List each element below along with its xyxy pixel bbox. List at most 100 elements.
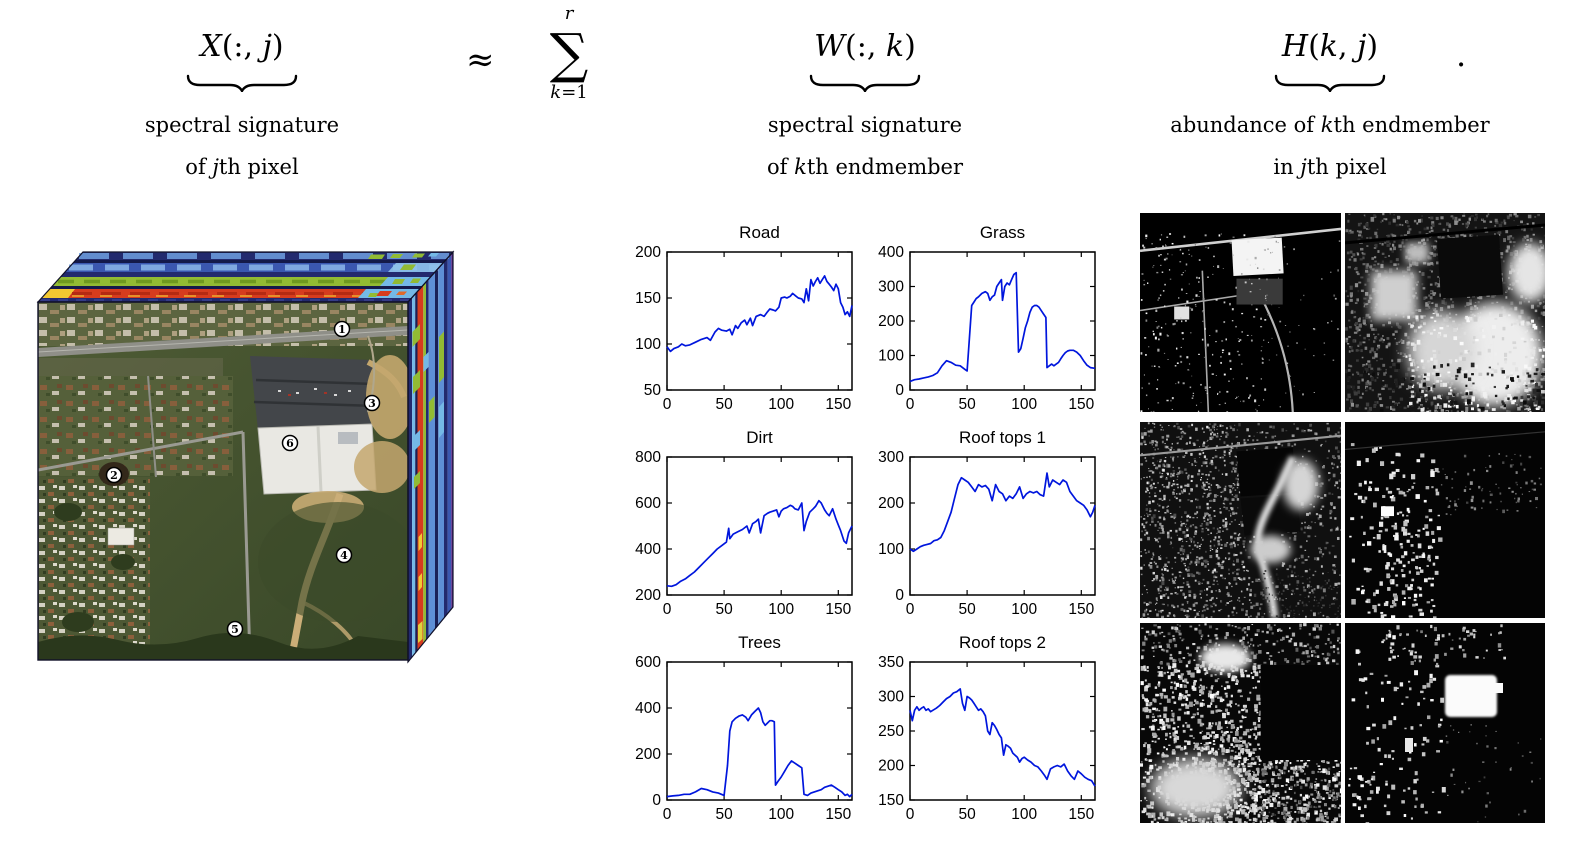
cube-side-face (408, 252, 453, 662)
svg-text:150: 150 (1068, 601, 1094, 618)
h-term-label-line1: abundance of kth endmember (1170, 112, 1490, 137)
abundance-map-roof-tops-2 (1345, 623, 1545, 823)
hyperspectral-cube: 1 2 3 4 5 6 (36, 250, 455, 664)
svg-text:150: 150 (878, 792, 904, 809)
svg-text:100: 100 (1011, 806, 1037, 823)
svg-text:350: 350 (878, 654, 904, 671)
svg-text:100: 100 (768, 396, 794, 413)
svg-text:Roof tops 1: Roof tops 1 (959, 428, 1046, 447)
svg-text:0: 0 (906, 396, 915, 413)
svg-text:250: 250 (878, 723, 904, 740)
svg-text:800: 800 (635, 449, 661, 466)
cube-marker-layer: 1 2 3 4 5 6 (105, 320, 381, 638)
svg-text:0: 0 (895, 382, 904, 399)
chart-dirt: 0 50 100 150 200 400 600 800 Dirt (620, 415, 865, 620)
hyperspectral-cube-panel: 1 2 3 4 5 6 (28, 237, 498, 681)
sum-lower-limit: k=1 (550, 82, 588, 103)
roof-tops-1-spectrum-chart: 0 50 100 150 0 100 200 300 Roof tops 1 (878, 428, 1096, 618)
svg-text:200: 200 (635, 244, 661, 261)
trees-spectrum-chart: 0 50 100 150 0 200 400 600 Trees (635, 633, 853, 823)
svg-text:100: 100 (768, 601, 794, 618)
underbrace-icon (1274, 74, 1386, 92)
w-term-block: W(:, k) spectral signature of kth endmem… (755, 29, 975, 179)
svg-text:50: 50 (715, 396, 733, 413)
svg-text:2: 2 (110, 469, 118, 482)
x-term: X(:, j) (200, 29, 284, 64)
svg-text:50: 50 (958, 396, 976, 413)
svg-text:150: 150 (825, 396, 851, 413)
svg-text:0: 0 (663, 396, 672, 413)
svg-text:100: 100 (878, 348, 904, 365)
svg-text:200: 200 (635, 587, 661, 604)
svg-text:150: 150 (635, 290, 661, 307)
svg-text:100: 100 (878, 541, 904, 558)
cube-front-face (38, 302, 408, 660)
svg-text:100: 100 (635, 336, 661, 353)
svg-text:200: 200 (635, 746, 661, 763)
abundance-map-road (1140, 213, 1341, 412)
approx-symbol: ≈ (466, 40, 495, 80)
summation-block: r ∑ k=1 (528, 3, 610, 104)
h-term-label-line2: in jth pixel (1273, 154, 1387, 179)
chart-roof-tops-2: 0 50 100 150 150 200 250 300 350 Roof tops 2 (863, 620, 1108, 825)
svg-text:100: 100 (1011, 396, 1037, 413)
chart-trees: 0 50 100 150 0 200 400 600 Trees (620, 620, 865, 825)
h-term: H(k, j) (1281, 29, 1379, 64)
h-term-block: H(k, j) abundance of kth endmember in jt… (1160, 29, 1500, 179)
abundance-map-trees (1140, 623, 1341, 823)
svg-text:Trees: Trees (738, 633, 781, 652)
w-term-label-line2: of kth endmember (766, 154, 964, 179)
x-term-label-line1: spectral signature (144, 112, 340, 137)
cube-marker-1: 1 (333, 320, 351, 338)
svg-text:300: 300 (878, 279, 904, 296)
svg-text:300: 300 (878, 449, 904, 466)
svg-text:0: 0 (895, 587, 904, 604)
svg-text:5: 5 (231, 623, 239, 636)
sigma-symbol: ∑ (549, 21, 589, 85)
svg-text:300: 300 (878, 689, 904, 706)
svg-text:150: 150 (1068, 396, 1094, 413)
svg-text:50: 50 (958, 601, 976, 618)
cube-top-face (38, 252, 454, 302)
svg-text:0: 0 (663, 806, 672, 823)
abundance-map-dirt (1140, 422, 1341, 618)
svg-text:400: 400 (635, 700, 661, 717)
w-term-label-line1: spectral signature (767, 112, 963, 137)
svg-text:200: 200 (878, 313, 904, 330)
equation-period: . (1456, 36, 1467, 74)
svg-text:50: 50 (958, 806, 976, 823)
svg-text:100: 100 (768, 806, 794, 823)
abundance-map-grass (1345, 213, 1545, 412)
x-term-block: X(:, j) spectral signature of jth pixel (142, 29, 342, 179)
svg-text:150: 150 (1068, 806, 1094, 823)
svg-text:Dirt: Dirt (746, 428, 773, 447)
svg-text:Grass: Grass (980, 223, 1025, 242)
parking-lot (250, 356, 380, 430)
chart-road: 0 50 100 150 50 100 150 200 Road (620, 210, 865, 415)
svg-text:4: 4 (340, 549, 348, 562)
underbrace-icon (186, 74, 298, 92)
svg-text:150: 150 (825, 806, 851, 823)
abundance-map-roof-tops-1 (1345, 422, 1545, 618)
svg-text:Road: Road (739, 223, 780, 242)
svg-text:1: 1 (338, 323, 346, 336)
underbrace-icon (809, 74, 921, 92)
cube-marker-6: 6 (281, 434, 299, 452)
svg-text:6: 6 (286, 437, 294, 450)
cube-marker-4: 4 (335, 546, 353, 564)
chart-roof-tops-1: 0 50 100 150 0 100 200 300 Roof tops 1 (863, 415, 1108, 620)
svg-text:50: 50 (715, 601, 733, 618)
dirt-spectrum-chart: 0 50 100 150 200 400 600 800 Dirt (635, 428, 853, 618)
svg-text:0: 0 (663, 601, 672, 618)
cube-marker-5: 5 (226, 620, 244, 638)
svg-text:400: 400 (878, 244, 904, 261)
svg-text:0: 0 (652, 792, 661, 809)
svg-text:3: 3 (368, 397, 376, 410)
x-term-label-line2: of jth pixel (185, 154, 299, 179)
svg-text:200: 200 (878, 758, 904, 775)
cube-marker-3: 3 (363, 394, 381, 412)
svg-text:50: 50 (715, 806, 733, 823)
cube-marker-2: 2 (105, 466, 123, 484)
